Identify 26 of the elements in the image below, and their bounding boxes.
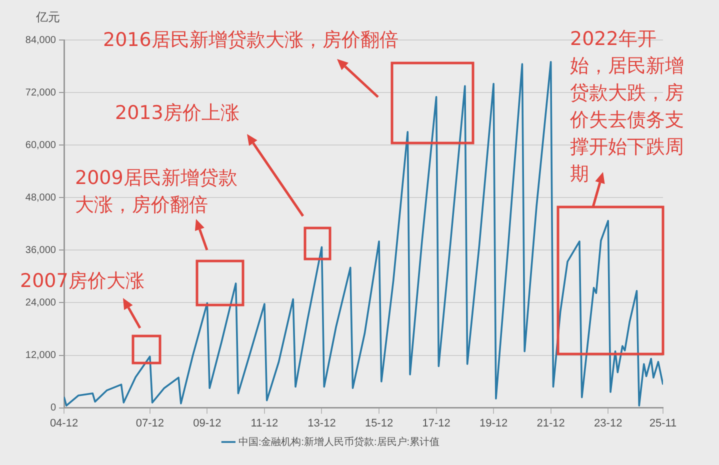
y-axis-title: 亿元 <box>35 10 60 24</box>
y-tick-label: 36,000 <box>25 244 56 256</box>
x-tick-label: 13-12 <box>308 417 336 430</box>
legend-label: 中国:金融机构:新增人民币贷款:居民户:累计值 <box>238 436 440 448</box>
x-tick-label: 11-12 <box>250 417 278 430</box>
x-tick-label: 25-11 <box>649 417 677 430</box>
y-tick-label: 12,000 <box>25 350 56 362</box>
x-tick-label: 04-12 <box>50 417 78 430</box>
annotation: 2013房价上涨 <box>115 101 240 126</box>
annotation: 2016居民新增贷款大涨，房价翻倍 <box>103 28 398 53</box>
y-tick-label: 60,000 <box>25 140 56 151</box>
y-tick-label: 84,000 <box>25 34 56 46</box>
x-tick-label: 07-12 <box>136 417 164 430</box>
x-tick-label: 09-12 <box>193 417 222 430</box>
x-tick-label: 19-12 <box>479 417 508 430</box>
y-tick-label: 72,000 <box>25 87 56 98</box>
annotation: 2022年开始，居民新增贷款大跌，房价失去债务支撑开始下跌周期 <box>570 27 685 187</box>
x-tick-label: 17-12 <box>422 417 450 430</box>
annotation: 2007房价大涨 <box>20 269 144 294</box>
y-tick-label: 48,000 <box>25 192 56 204</box>
x-tick-label: 23-12 <box>594 417 622 430</box>
x-tick-label: 15-12 <box>364 417 394 430</box>
annotation: 2009居民新增贷款大涨，房价翻倍 <box>75 166 238 218</box>
y-tick-label: 24,000 <box>25 297 56 308</box>
y-tick-label: 0 <box>50 402 56 414</box>
x-tick-label: 21-12 <box>536 417 565 430</box>
